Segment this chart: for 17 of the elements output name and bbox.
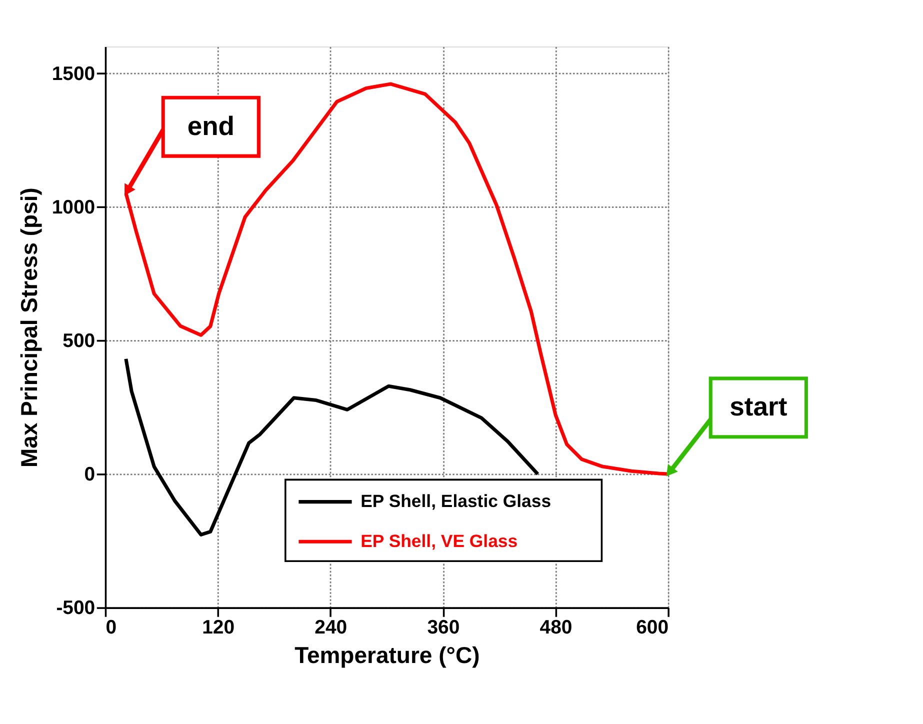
y-tick-label: -500: [56, 597, 96, 620]
y-tick-label: 1500: [52, 62, 96, 85]
annotation: end: [187, 110, 234, 141]
x-tick-label: 0: [106, 616, 117, 639]
x-tick-label: 600: [636, 616, 669, 639]
x-axis-title: Temperature (°C): [294, 642, 480, 668]
x-tick-label: 360: [427, 616, 460, 639]
legend-label: EP Shell, Elastic Glass: [360, 491, 552, 512]
x-tick-label: 240: [314, 616, 348, 639]
y-tick-label: 500: [62, 330, 96, 352]
y-tick-label: 1000: [52, 196, 96, 218]
y-tick-label: 0: [84, 464, 96, 486]
y-axis-title: Max Principal Stress (psi): [16, 188, 42, 468]
annotation: start: [730, 392, 788, 422]
x-tick-label: 120: [202, 616, 235, 639]
legend-label: EP Shell, VE Glass: [360, 530, 518, 551]
x-tick-label: 480: [540, 616, 572, 639]
